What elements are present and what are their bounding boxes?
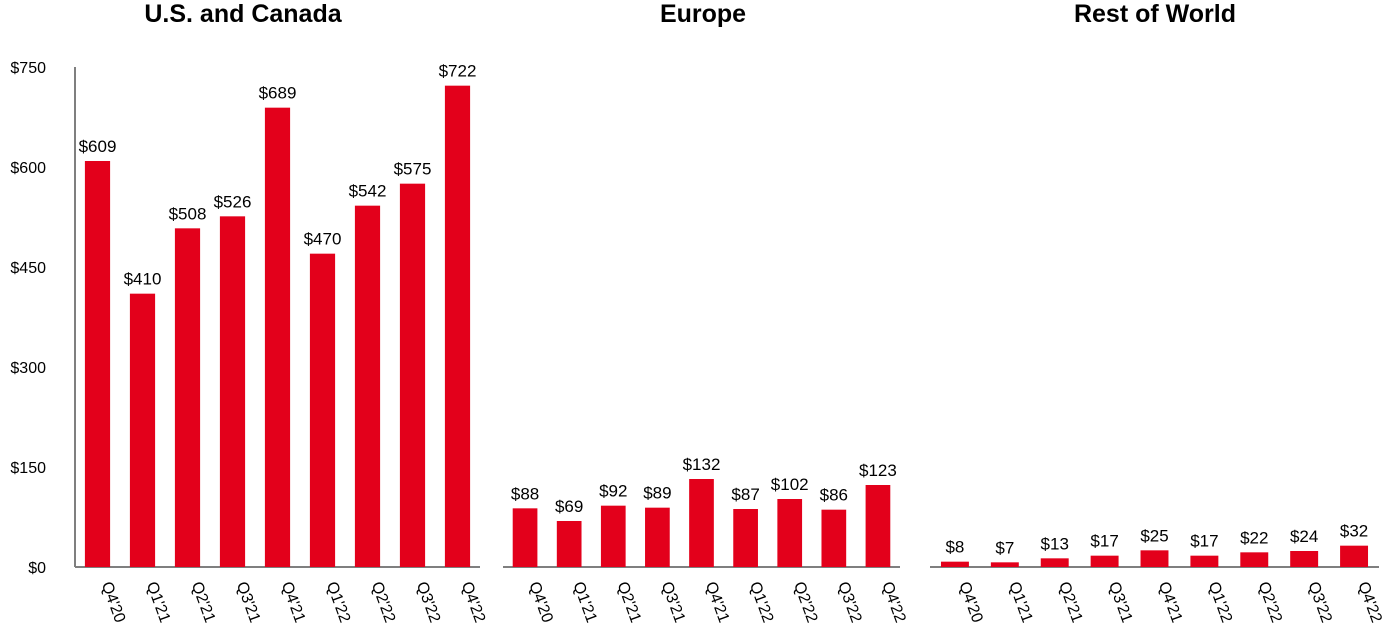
x-tick-label: Q4'21 <box>702 580 732 626</box>
data-label: $92 <box>599 482 627 501</box>
data-label: $69 <box>555 497 583 516</box>
bar <box>512 508 538 567</box>
panel-europe: Europe $88 Q4'20 $69 Q1'21 $92 Q2'21 $89 Q3'21 $… <box>503 0 909 625</box>
x-tick-label: Q2'21 <box>1055 580 1085 626</box>
bar <box>219 216 246 568</box>
bar <box>354 205 381 567</box>
data-label: $89 <box>643 484 671 503</box>
bar <box>821 509 847 567</box>
panel-us-canada: U.S. and Canada $0 $150 $300 $450 $600 $750 $6… <box>10 0 488 625</box>
panel-title: U.S. and Canada <box>144 0 342 28</box>
panel-title: Rest of World <box>1074 0 1236 28</box>
data-label: $722 <box>439 62 477 81</box>
data-label: $17 <box>1090 532 1118 551</box>
bar <box>444 85 471 568</box>
x-tick-label: Q2'21 <box>614 580 644 626</box>
x-tick-label: Q4'21 <box>1155 580 1185 626</box>
data-label: $526 <box>214 192 252 211</box>
data-label: $22 <box>1240 528 1268 547</box>
x-tick-label: Q3'22 <box>834 580 864 626</box>
x-tick-label: Q2'22 <box>790 580 820 626</box>
x-tick-label: Q3'21 <box>1105 580 1135 626</box>
bar <box>990 562 1019 567</box>
x-tick-label: Q3'22 <box>1304 580 1334 626</box>
bar <box>940 561 969 567</box>
x-tick-label: Q3'22 <box>413 580 443 626</box>
bar <box>129 293 156 567</box>
bar <box>1240 552 1269 567</box>
bar <box>399 183 426 567</box>
y-tick-label: $300 <box>10 360 46 377</box>
data-label: $87 <box>731 485 759 504</box>
bar <box>174 228 201 568</box>
x-tick-label: Q2'22 <box>1255 580 1285 626</box>
y-tick-label: $450 <box>10 260 46 277</box>
x-tick-label: Q4'22 <box>878 580 908 626</box>
data-label: $689 <box>259 84 297 103</box>
data-label: $32 <box>1340 522 1368 541</box>
x-tick-label: Q4'20 <box>525 580 555 626</box>
y-tick-label: $0 <box>28 560 46 577</box>
x-tick-label: Q3'21 <box>658 580 688 626</box>
data-label: $123 <box>859 461 897 480</box>
x-tick-label: Q3'21 <box>233 580 263 626</box>
data-label: $7 <box>995 538 1014 557</box>
data-label: $17 <box>1190 532 1218 551</box>
x-tick-label: Q1'21 <box>569 580 599 626</box>
bar <box>733 509 758 567</box>
bar <box>1090 555 1119 567</box>
x-tick-label: Q1'22 <box>1205 580 1235 626</box>
bar <box>264 107 291 568</box>
x-tick-label: Q1'22 <box>746 580 776 626</box>
bar <box>600 505 626 567</box>
y-tick-label: $600 <box>10 160 46 177</box>
x-tick-label: Q2'22 <box>368 580 398 626</box>
y-tick-label: $750 <box>10 60 46 77</box>
data-label: $102 <box>771 475 809 494</box>
data-label: $13 <box>1041 534 1069 553</box>
data-label: $410 <box>124 270 162 289</box>
data-label: $88 <box>511 484 539 503</box>
x-tick-label: Q4'22 <box>1354 580 1384 626</box>
x-tick-label: Q1'21 <box>143 580 173 626</box>
data-label: $542 <box>349 182 387 201</box>
x-tick-label: Q4'22 <box>458 580 488 626</box>
data-label: $508 <box>169 204 207 223</box>
data-label: $86 <box>820 486 848 505</box>
bar <box>84 161 111 567</box>
data-label: $25 <box>1140 526 1168 545</box>
x-tick-label: Q4'20 <box>98 580 128 626</box>
data-label: $132 <box>683 455 721 474</box>
bar <box>645 507 670 567</box>
y-tick-label: $150 <box>10 460 46 477</box>
bar <box>1140 550 1169 567</box>
x-tick-label: Q4'21 <box>278 580 308 626</box>
bar <box>1040 558 1069 567</box>
x-tick-label: Q1'21 <box>1005 580 1035 626</box>
bar <box>865 485 891 567</box>
x-tick-label: Q4'20 <box>955 580 985 626</box>
bar <box>1340 545 1369 567</box>
bar <box>1290 551 1319 567</box>
bar <box>556 521 582 567</box>
data-label: $24 <box>1290 527 1318 546</box>
bar <box>309 253 336 567</box>
x-tick-label: Q1'22 <box>323 580 353 626</box>
data-label: $8 <box>945 538 964 557</box>
data-label: $470 <box>304 230 342 249</box>
bar <box>1190 555 1219 567</box>
panel-title: Europe <box>660 0 746 28</box>
panel-rest-of-world: Rest of World $8 Q4'20 $7 Q1'21 $13 Q2'21 $17 Q… <box>930 0 1385 625</box>
data-label: $609 <box>79 137 117 156</box>
data-label: $575 <box>394 160 432 179</box>
x-tick-label: Q2'21 <box>188 580 218 626</box>
bar <box>689 479 714 567</box>
bar <box>777 499 803 567</box>
